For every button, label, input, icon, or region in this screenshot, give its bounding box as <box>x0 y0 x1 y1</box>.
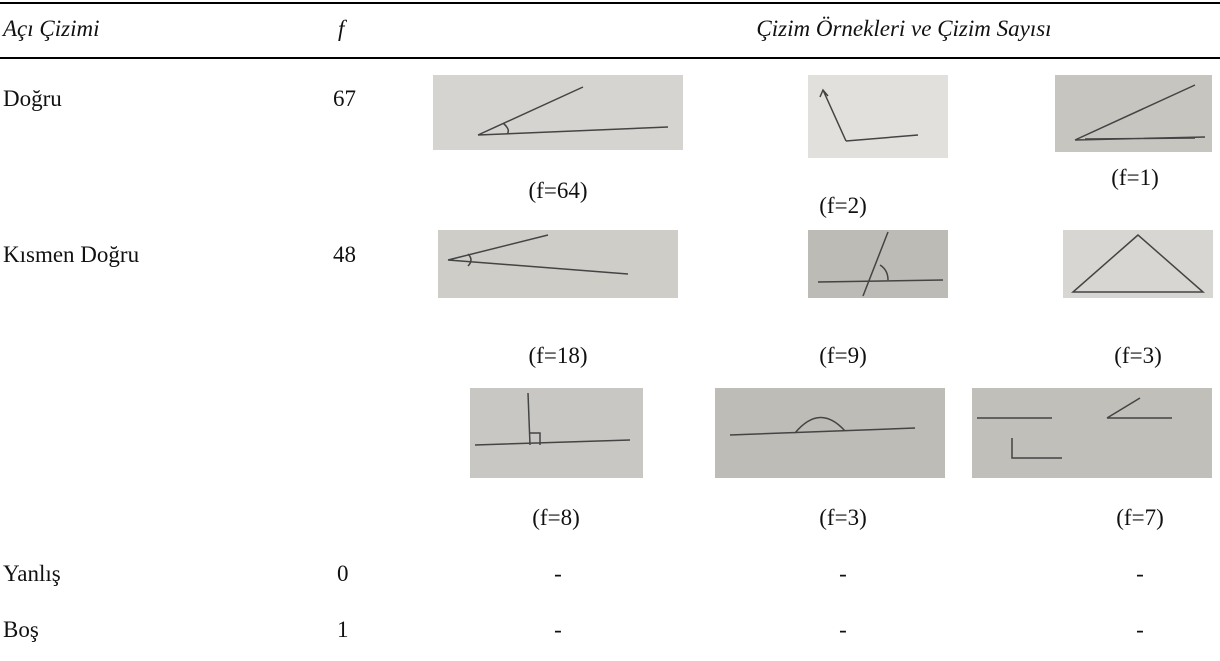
header-rule <box>0 57 1220 59</box>
drawing-image <box>808 230 948 298</box>
example-count: (f=7) <box>1116 505 1163 531</box>
example-count: (f=1) <box>1111 165 1158 191</box>
example-count: (f=8) <box>532 505 579 531</box>
drawing-image <box>433 75 683 150</box>
example-count: (f=2) <box>819 193 866 219</box>
top-rule <box>0 2 1220 4</box>
header-cell: f <box>338 16 344 42</box>
example-count: - <box>1136 617 1144 643</box>
example-count: - <box>839 561 847 587</box>
row-label: Yanlış <box>3 561 61 587</box>
example-count: - <box>1136 561 1144 587</box>
row-f: 67 <box>333 86 356 112</box>
row-label: Boş <box>3 617 39 643</box>
drawing-image <box>1055 75 1212 152</box>
example-count: (f=64) <box>529 178 588 204</box>
header-cell: Açı Çizimi <box>3 16 99 42</box>
table-page: Açı Çizimi f Çizim Örnekleri ve Çizim Sa… <box>0 0 1220 661</box>
example-count: (f=9) <box>819 343 866 369</box>
example-count: (f=3) <box>819 505 866 531</box>
drawing-image <box>470 388 643 478</box>
row-f: 0 <box>337 561 349 587</box>
drawing-image <box>438 230 678 298</box>
example-count: (f=18) <box>529 343 588 369</box>
row-f: 48 <box>333 242 356 268</box>
drawing-image <box>1063 230 1213 298</box>
drawing-image <box>808 75 948 158</box>
example-count: - <box>554 617 562 643</box>
drawing-image <box>715 388 945 478</box>
example-count: - <box>554 561 562 587</box>
header-cell: Çizim Örnekleri ve Çizim Sayısı <box>756 16 1051 42</box>
example-count: - <box>839 617 847 643</box>
row-label: Kısmen Doğru <box>3 242 139 268</box>
drawing-image <box>972 388 1212 478</box>
row-f: 1 <box>337 617 349 643</box>
row-label: Doğru <box>3 86 62 112</box>
example-count: (f=3) <box>1114 343 1161 369</box>
